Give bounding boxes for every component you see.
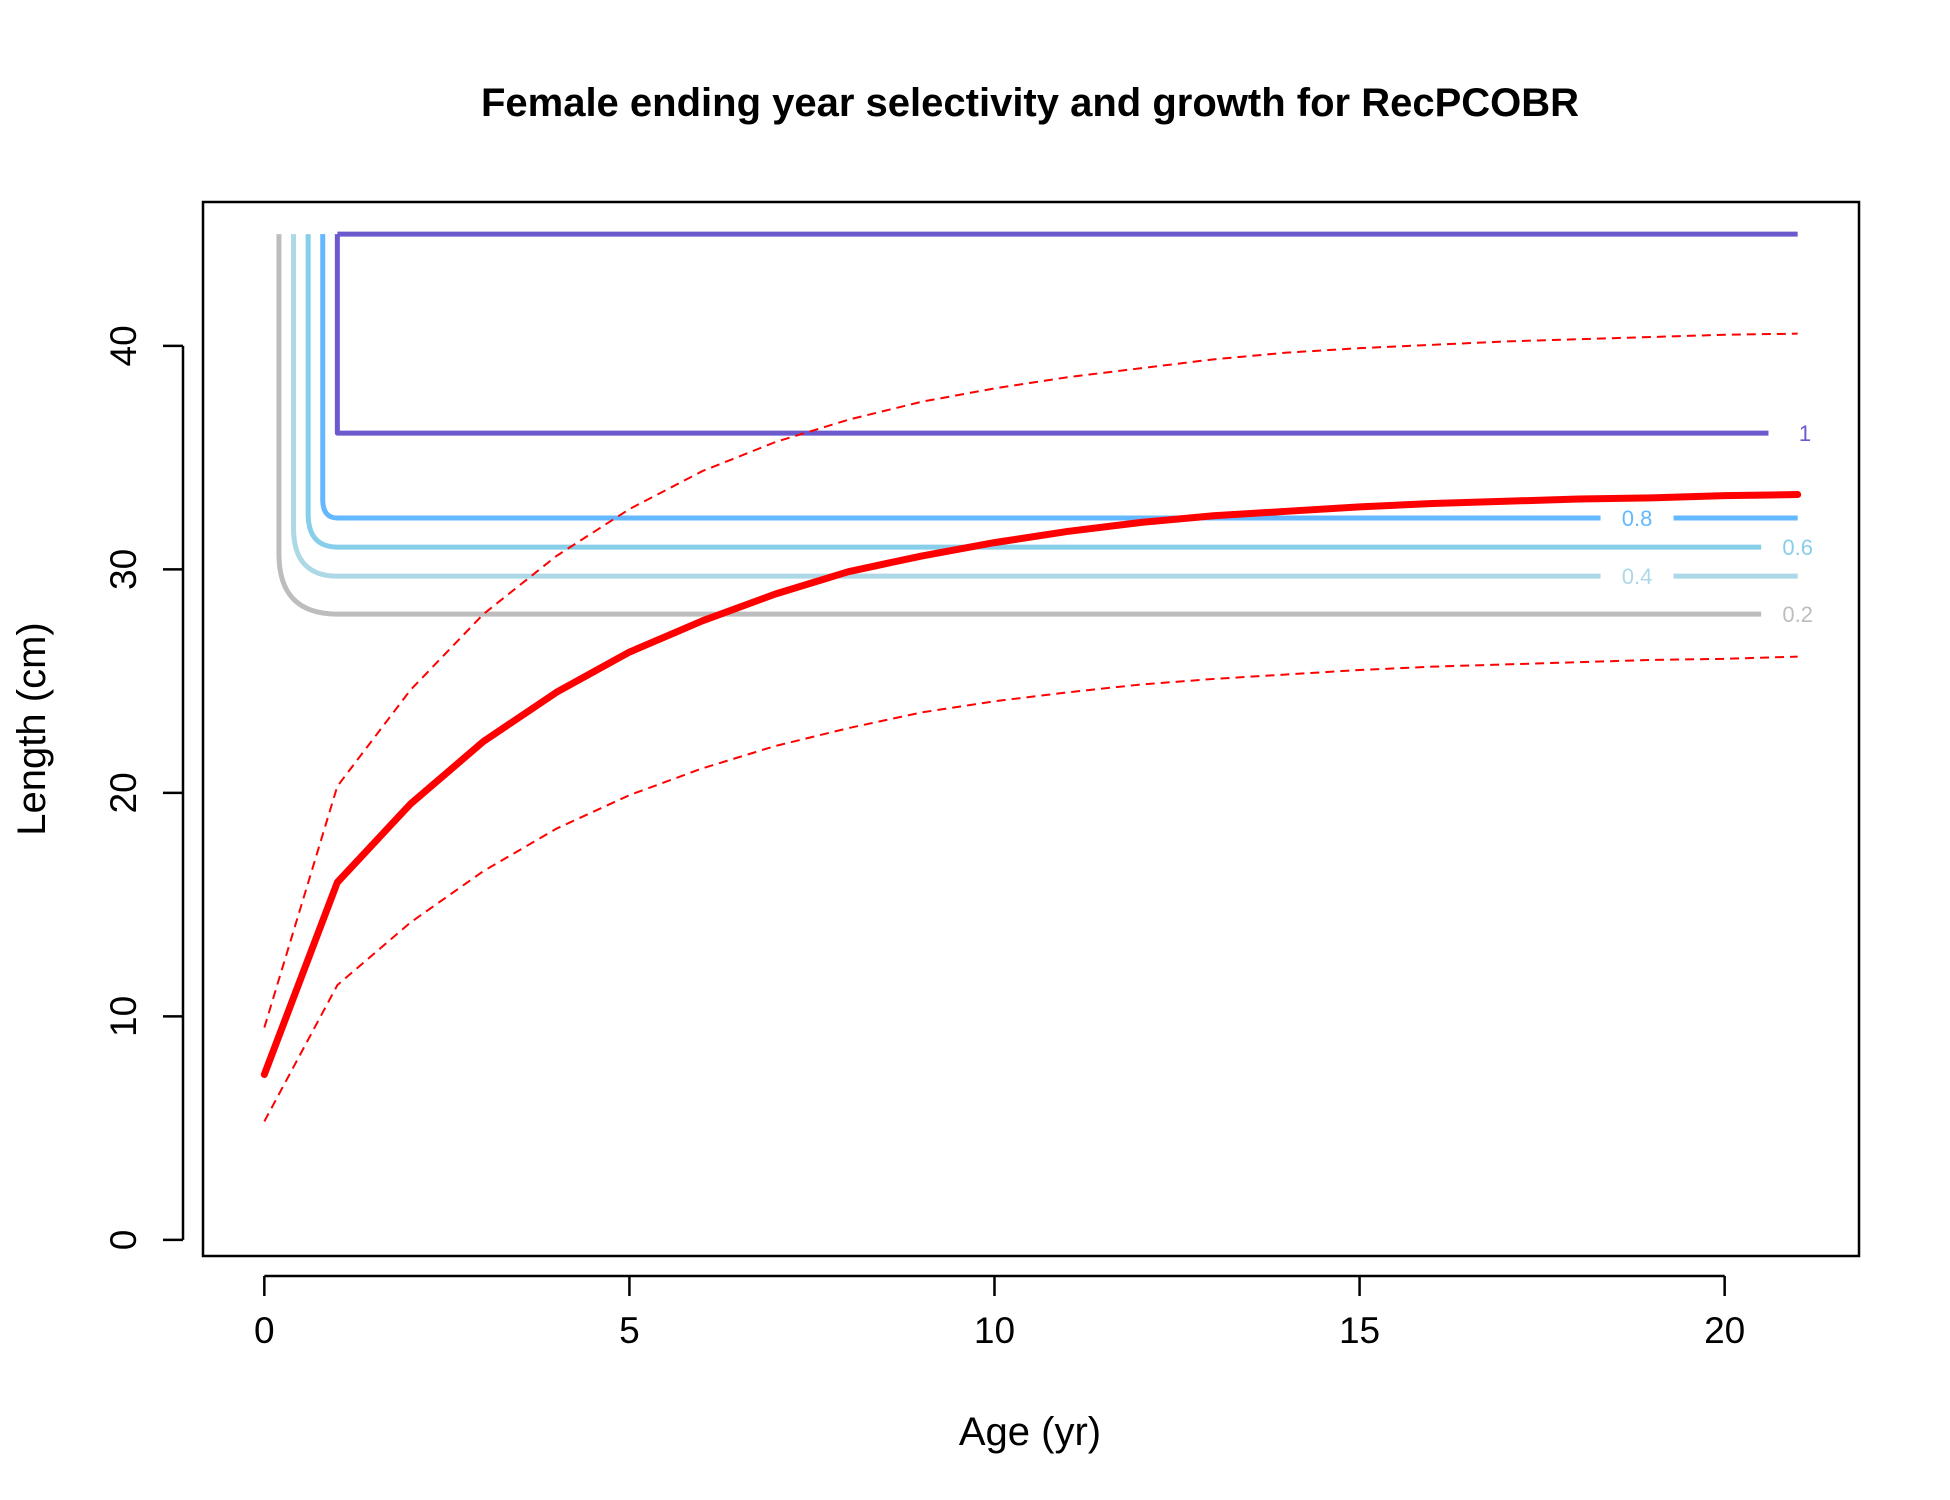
x-tick-label: 0 (254, 1310, 275, 1351)
y-tick-label: 20 (103, 772, 144, 813)
contour-label-0-2: 0.2 (1782, 602, 1813, 627)
y-tick-label: 40 (103, 325, 144, 366)
y-axis: 0 10 20 30 40 (103, 325, 185, 1251)
growth-curves (260, 332, 1802, 1122)
growth-upper-interval (263, 332, 1798, 1028)
x-axis: 0 5 10 15 20 (254, 1274, 1745, 1351)
contour-label-0-8: 0.8 (1622, 506, 1653, 531)
selectivity-contour-0-2 (276, 234, 1762, 617)
chart-title: Female ending year selectivity and growt… (481, 81, 1579, 125)
growth-lower-interval (263, 655, 1798, 1122)
plot-area-frame (201, 200, 1861, 1258)
x-tick-label: 5 (619, 1310, 640, 1351)
contour-label-1: 1 (1799, 421, 1811, 446)
selectivity-contour-0-8 (320, 234, 1798, 521)
selectivity-contour-0-4 (291, 234, 1798, 579)
x-tick-label: 15 (1339, 1310, 1380, 1351)
selectivity-contours: 0.2 0.4 0.6 0.8 1 (276, 231, 1813, 627)
x-axis-label: Age (yr) (959, 1410, 1101, 1454)
x-tick-label: 10 (974, 1310, 1015, 1351)
selectivity-contour-0-6 (305, 234, 1762, 550)
x-tick-label: 20 (1704, 1310, 1745, 1351)
selectivity-contour-1 (334, 234, 1769, 436)
contour-label-0-4: 0.4 (1622, 564, 1653, 589)
growth-mean-line (260, 491, 1802, 1079)
y-tick-label: 30 (103, 549, 144, 590)
contour-label-0-6: 0.6 (1782, 535, 1813, 560)
y-axis-label: Length (cm) (10, 622, 54, 835)
y-tick-label: 0 (103, 1230, 144, 1251)
y-tick-label: 10 (103, 996, 144, 1037)
